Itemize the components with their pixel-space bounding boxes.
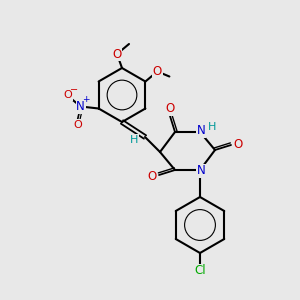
Text: O: O	[73, 119, 82, 130]
Text: O: O	[233, 137, 243, 151]
Text: N: N	[76, 100, 85, 113]
Text: N: N	[196, 124, 206, 137]
Text: −: −	[70, 85, 78, 95]
Text: O: O	[63, 91, 72, 100]
Text: H: H	[130, 135, 138, 145]
Text: H: H	[208, 122, 216, 132]
Text: O: O	[112, 47, 122, 61]
Text: O: O	[147, 169, 157, 182]
Text: O: O	[165, 103, 175, 116]
Text: Cl: Cl	[194, 265, 206, 278]
Text: O: O	[153, 65, 162, 78]
Text: +: +	[82, 95, 89, 104]
Text: N: N	[196, 164, 206, 178]
